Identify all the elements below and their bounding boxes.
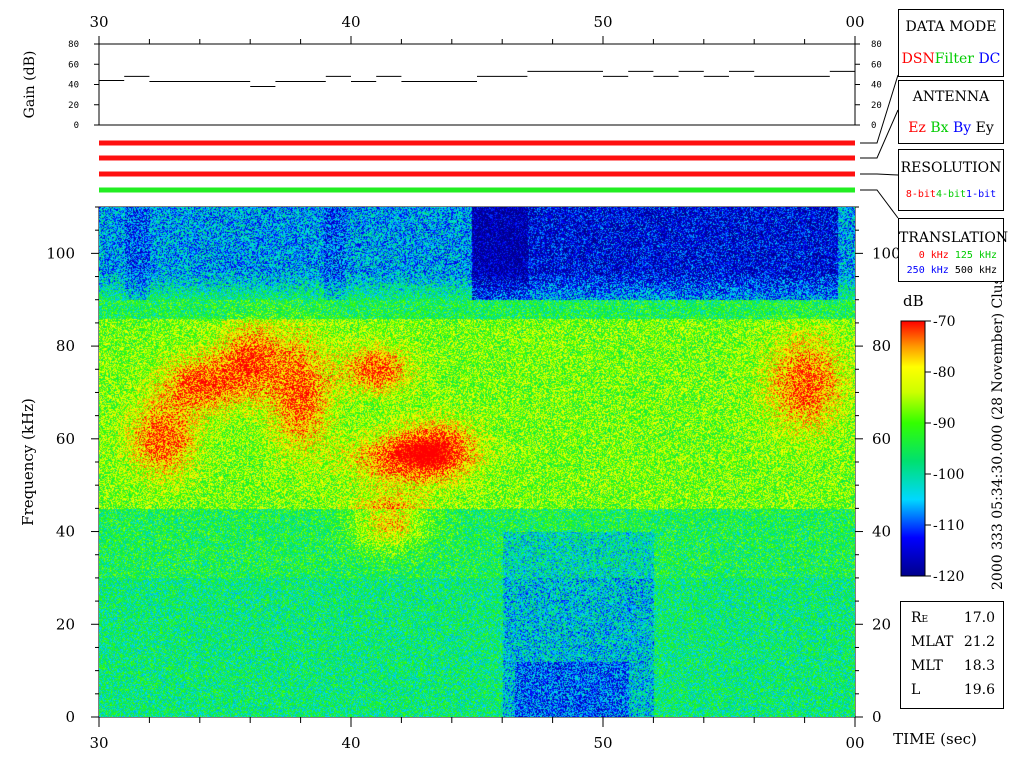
info-value-l: 19.6 (963, 682, 995, 698)
info-value-mlt: 18.3 (963, 658, 995, 674)
info-label-mlt: MLT (911, 658, 943, 674)
strip-connector-1 (860, 74, 899, 144)
resolution-items: 8-bit4-bit1-bit (899, 189, 1003, 200)
spec-y-axis-label: Frequency (kHz) (19, 398, 37, 526)
spec-y-tick-label-right: 20 (872, 615, 891, 633)
resolution-8bit: 8-bit (905, 189, 936, 200)
colorbar-tick-label: -110 (933, 518, 964, 534)
data-mode-box: DATA MODE DSNFilter DC (898, 9, 1004, 77)
antenna-box: ANTENNA Ez Bx By Ey (898, 80, 1004, 144)
translation-row-1: 0 kHz 125 kHz (919, 250, 997, 261)
gain-y-tick-label-right: 0 (871, 121, 876, 131)
antenna-title: ANTENNA (912, 89, 990, 105)
info-row-re: RE 17.0 (911, 610, 995, 628)
data-mode-dsn: DSN (901, 51, 935, 67)
colorbar-label: dB (903, 292, 924, 310)
data-mode-filter: Filter (934, 51, 974, 67)
spec-y-tick-label-left: 100 (46, 244, 75, 262)
info-label-l: L (911, 682, 921, 698)
data-mode-title: DATA MODE (905, 19, 997, 35)
gain-x-tick-label: 50 (593, 13, 612, 31)
gain-y-tick-label-right: 40 (871, 81, 882, 91)
spec-x-tick-label: 50 (593, 734, 612, 752)
gain-series-line (99, 70, 855, 88)
spec-x-axis-label: TIME (sec) (893, 730, 977, 748)
gain-y-tick-label-left: 0 (74, 121, 79, 131)
gain-y-tick-label-right: 60 (871, 60, 882, 70)
gain-y-tick-label-left: 80 (68, 40, 79, 50)
spec-x-tick-label: 30 (89, 734, 108, 752)
info-value-mlat: 21.2 (963, 634, 995, 650)
colorbar-tick-label: -80 (933, 365, 956, 381)
antenna-items: Ez Bx By Ey (899, 120, 1003, 136)
translation-row-2: 250 kHz 500 kHz (907, 265, 997, 276)
translation-0khz: 0 kHz (918, 250, 949, 261)
info-row-mlt: MLT 18.3 (911, 658, 995, 676)
spec-y-tick-label-right: 0 (872, 708, 882, 726)
spec-y-tick-label-left: 80 (56, 337, 75, 355)
strip-connector-4 (860, 189, 899, 219)
mode-strip-2 (99, 155, 855, 161)
gain-x-tick-label: 00 (845, 13, 864, 31)
info-value-re: 17.0 (963, 610, 995, 626)
spec-y-tick-label-right: 80 (872, 337, 891, 355)
spec-y-tick-label-right: 40 (872, 523, 891, 541)
antenna-ez: Ez (908, 120, 926, 136)
gain-y-tick-label-right: 20 (871, 101, 882, 111)
translation-title: TRANSLATION (899, 230, 1009, 246)
translation-box: TRANSLATION 0 kHz 125 kHz 250 kHz 500 kH… (898, 218, 1009, 282)
antenna-ey: Ey (975, 120, 994, 136)
gain-y-tick-label-left: 20 (68, 101, 79, 111)
resolution-4bit: 4-bit (935, 189, 967, 200)
orbit-info-box: RE 17.0 MLAT 21.2 MLT 18.3 L 19.6 (900, 601, 1004, 709)
spec-x-tick-label: 00 (845, 734, 864, 752)
antenna-by: By (952, 120, 972, 136)
translation-250khz: 250 kHz (906, 265, 949, 276)
spec-y-tick-label-right: 60 (872, 430, 891, 448)
translation-125khz: 125 kHz (954, 250, 997, 261)
spec-x-tick-label: 40 (341, 734, 360, 752)
mode-strip-1 (99, 140, 855, 146)
gain-frame (98, 43, 856, 126)
colorbar (900, 320, 926, 577)
strip-connector-3 (860, 173, 899, 176)
spec-y-tick-label-right: 100 (872, 244, 901, 262)
data-mode-items: DSNFilter DC (899, 51, 1003, 67)
data-mode-dc: DC (978, 51, 1001, 67)
spec-y-tick-label-left: 20 (56, 615, 75, 633)
gain-y-tick-label-left: 60 (68, 60, 79, 70)
info-label-re: RE (911, 610, 929, 626)
gain-y-tick-label-right: 80 (871, 40, 882, 50)
mode-strip-4 (99, 187, 855, 193)
vertical-date-text: 2000 333 05:34:30.000 (28 November) Clus… (990, 223, 1006, 590)
spec-y-tick-label-left: 40 (56, 523, 75, 541)
resolution-1bit: 1-bit (966, 189, 997, 200)
gain-x-tick-label: 40 (341, 13, 360, 31)
mode-strip-3 (99, 171, 855, 177)
colorbar-tick-label: -90 (933, 416, 956, 432)
spec-y-tick-label-left: 60 (56, 430, 75, 448)
antenna-bx: Bx (930, 120, 949, 136)
resolution-title: RESOLUTION (900, 160, 1002, 176)
translation-500khz: 500 kHz (954, 265, 997, 276)
colorbar-tick-label: -70 (933, 314, 956, 330)
info-label-mlat: MLAT (911, 634, 954, 650)
spectrogram-canvas (99, 207, 855, 717)
colorbar-tick-label: -120 (933, 569, 964, 585)
info-row-l: L 19.6 (911, 682, 995, 700)
gain-y-tick-label-left: 40 (68, 81, 79, 91)
gain-y-axis-label: Gain (dB) (22, 51, 38, 119)
info-row-mlat: MLAT 21.2 (911, 634, 995, 652)
gain-x-tick-label: 30 (89, 13, 108, 31)
resolution-box: RESOLUTION 8-bit4-bit1-bit (898, 149, 1004, 211)
colorbar-tick-label: -100 (933, 467, 964, 483)
spec-y-tick-label-left: 0 (65, 708, 75, 726)
strip-connector-2 (860, 109, 899, 159)
